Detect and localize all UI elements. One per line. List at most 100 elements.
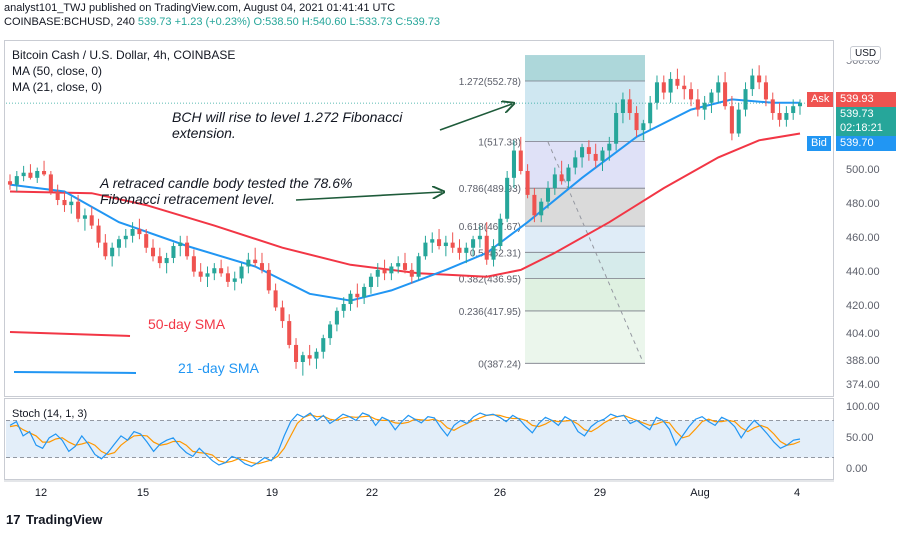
candle-body bbox=[600, 150, 605, 161]
candle-body bbox=[280, 307, 285, 322]
tradingview-logo[interactable]: 17 TradingView bbox=[6, 512, 103, 527]
candle-body bbox=[750, 75, 755, 90]
candle-body bbox=[164, 257, 169, 264]
candle-body bbox=[375, 269, 380, 277]
candle-body bbox=[634, 113, 639, 131]
legend-ma21[interactable]: MA (21, close, 0) bbox=[12, 80, 103, 94]
x-tick-label: 15 bbox=[136, 487, 150, 499]
fib-zone bbox=[525, 252, 645, 279]
stoch-tick: 50.00 bbox=[846, 432, 874, 444]
candle-body bbox=[464, 247, 469, 253]
fib-zone bbox=[525, 310, 645, 364]
candle-body bbox=[150, 247, 156, 257]
chart-legend-title: Bitcoin Cash / U.S. Dollar, 4h, COINBASE bbox=[12, 48, 236, 62]
candle-body bbox=[668, 78, 673, 93]
price-tick: 420.00 bbox=[846, 300, 880, 313]
candle-body bbox=[770, 99, 775, 114]
candle-body bbox=[89, 215, 94, 226]
retrace-note: A retraced candle body tested the 78.6% bbox=[100, 175, 353, 191]
candle-body bbox=[607, 143, 612, 151]
countdown-tag: 02:18:21 bbox=[836, 121, 896, 136]
candle-body bbox=[28, 172, 33, 178]
ohlc-values: O:538.50 H:540.60 L:533.73 C:539.73 bbox=[253, 16, 441, 28]
arrow-to-fib-extension bbox=[439, 104, 512, 131]
candle-body bbox=[545, 188, 551, 202]
symbol-quote-line: COINBASE:BCHUSD, 240 539.73 +1.23 (+0.23… bbox=[4, 16, 440, 29]
x-tick-label: 4 bbox=[793, 487, 801, 499]
candle-body bbox=[103, 242, 108, 257]
candle-body bbox=[246, 259, 251, 267]
candle-body bbox=[110, 247, 115, 257]
candle-body bbox=[416, 256, 421, 277]
fib-zone bbox=[525, 278, 645, 311]
candle-body bbox=[300, 355, 305, 362]
candle-body bbox=[171, 246, 176, 258]
last-value-tag: 539.73 bbox=[836, 107, 896, 122]
candle-body bbox=[368, 276, 373, 287]
stoch-title[interactable]: Stoch (14, 1, 3) bbox=[12, 408, 88, 420]
candle-body bbox=[82, 215, 87, 219]
x-tick-label: 19 bbox=[265, 487, 279, 499]
fib-zone bbox=[525, 226, 645, 253]
candle-body bbox=[566, 167, 571, 182]
price-tick: 440.00 bbox=[846, 266, 880, 279]
candle-body bbox=[430, 239, 435, 243]
price-tick: 480.00 bbox=[846, 198, 880, 211]
retrace-note-2: Fibonacci retracement level. bbox=[100, 191, 276, 207]
fib-level-label: 0.786(489.93) bbox=[459, 184, 521, 195]
candle-body bbox=[484, 235, 489, 260]
currency-button[interactable]: USD bbox=[850, 46, 882, 61]
price-chart-panel[interactable] bbox=[4, 40, 834, 397]
candle-body bbox=[709, 92, 714, 103]
candle-body bbox=[334, 310, 339, 325]
candle-body bbox=[511, 150, 516, 178]
candle-body bbox=[253, 259, 258, 264]
candle-body bbox=[212, 268, 217, 274]
stoch-k-line bbox=[9, 412, 801, 467]
candle-body bbox=[341, 304, 346, 311]
ma50-line bbox=[9, 132, 801, 278]
candle-body bbox=[35, 171, 40, 178]
candle-body bbox=[239, 266, 244, 279]
candle-body bbox=[471, 239, 476, 248]
fib-level-label: 0.618(467.67) bbox=[459, 222, 521, 233]
candle-body bbox=[287, 321, 292, 345]
candle-body bbox=[355, 293, 360, 298]
candle-body bbox=[205, 273, 210, 277]
candle-body bbox=[130, 228, 135, 236]
price-tick-top: 560.00 bbox=[846, 55, 880, 67]
candle-body bbox=[266, 269, 271, 291]
candle-body bbox=[259, 263, 265, 270]
legend-ma50[interactable]: MA (50, close, 0) bbox=[12, 64, 103, 78]
candle-body bbox=[396, 263, 401, 267]
symbol-label[interactable]: COINBASE:BCHUSD, 240 bbox=[4, 16, 135, 28]
candle-body bbox=[437, 239, 442, 247]
candle-body bbox=[42, 171, 47, 175]
candle-body bbox=[593, 153, 598, 161]
candle-body bbox=[144, 234, 149, 248]
candle-body bbox=[491, 246, 496, 260]
candle-body bbox=[198, 271, 203, 277]
candle-body bbox=[784, 113, 789, 120]
candle-body bbox=[586, 147, 591, 154]
price-tick: 404.00 bbox=[846, 327, 880, 340]
candle-body bbox=[573, 157, 578, 168]
candle-body bbox=[321, 338, 326, 352]
candle-body bbox=[116, 239, 121, 248]
candle-body bbox=[695, 99, 700, 110]
candle-body bbox=[627, 99, 632, 114]
candle-body bbox=[763, 82, 768, 100]
candle-body bbox=[559, 174, 564, 182]
last-price: 539.73 bbox=[137, 16, 172, 28]
candle-body bbox=[232, 278, 237, 282]
candle-body bbox=[423, 242, 428, 257]
price-tick: 388.00 bbox=[846, 355, 880, 367]
candle-body bbox=[682, 85, 687, 90]
fib-extension-note: BCH will rise to level 1.272 Fibonacci bbox=[172, 109, 403, 125]
publish-info: analyst101_TWJ published on TradingView.… bbox=[4, 2, 396, 14]
candle-body bbox=[648, 102, 653, 124]
candle-body bbox=[191, 256, 196, 272]
candle-body bbox=[21, 172, 26, 177]
stoch-tick: 0.00 bbox=[846, 463, 868, 475]
